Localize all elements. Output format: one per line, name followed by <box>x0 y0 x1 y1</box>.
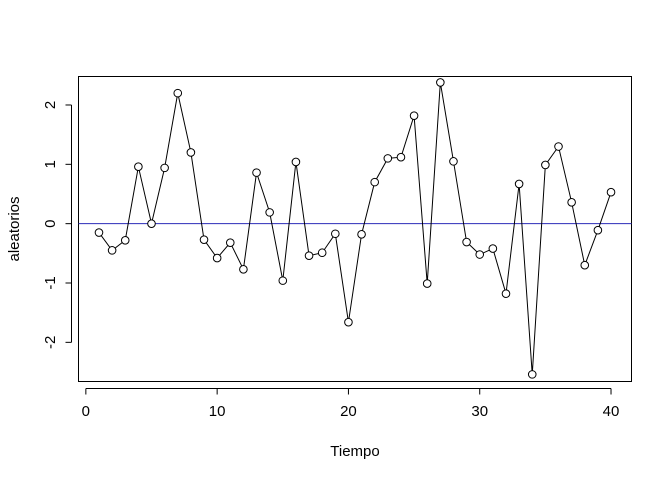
y-tick-label: -2 <box>42 336 59 349</box>
data-point <box>370 177 379 187</box>
y-axis: -2 -1 0 1 2 <box>42 101 72 349</box>
x-tick-label: 20 <box>340 403 357 420</box>
data-point <box>278 276 288 285</box>
series-points <box>94 78 616 379</box>
x-tick-label: 10 <box>209 403 226 420</box>
data-point <box>396 152 406 162</box>
data-point <box>265 208 274 217</box>
data-point <box>252 168 261 177</box>
data-point <box>501 289 511 298</box>
data-point <box>554 142 563 151</box>
data-point <box>94 228 104 237</box>
series-line <box>98 82 612 375</box>
x-axis: 0 10 20 30 40 <box>82 388 620 420</box>
y-axis-label: aleatorios <box>6 196 23 261</box>
data-point <box>304 251 314 261</box>
data-point <box>291 157 301 167</box>
x-tick-label: 0 <box>82 403 90 420</box>
data-point <box>107 246 117 255</box>
x-axis-label: Tiempo <box>330 443 379 460</box>
data-point <box>239 265 248 274</box>
data-point <box>462 237 471 247</box>
data-point <box>331 229 340 239</box>
data-point <box>409 111 419 120</box>
data-point <box>567 197 576 207</box>
data-point <box>199 235 209 244</box>
data-point <box>436 78 445 87</box>
y-tick-label: 2 <box>42 101 59 109</box>
data-point <box>173 88 183 98</box>
data-point <box>541 160 550 170</box>
y-tick-label: 0 <box>42 219 59 227</box>
data-point <box>606 187 616 197</box>
y-tick-label: -1 <box>42 276 59 289</box>
data-point <box>120 235 130 245</box>
data-point <box>593 225 603 235</box>
data-point <box>344 317 353 327</box>
data-point <box>186 148 196 157</box>
data-point <box>225 238 235 247</box>
x-tick-label: 40 <box>603 403 620 420</box>
data-point <box>383 154 393 163</box>
data-point <box>488 244 498 253</box>
plot-box <box>78 76 632 382</box>
data-point <box>449 157 458 166</box>
data-point <box>422 279 432 288</box>
data-point <box>147 219 156 228</box>
data-point <box>317 248 327 258</box>
x-tick-label: 30 <box>471 403 488 420</box>
data-point <box>514 179 524 189</box>
data-point <box>580 260 590 270</box>
data-point <box>160 163 169 173</box>
data-point <box>475 250 485 259</box>
y-tick-label: 1 <box>42 160 59 168</box>
data-point <box>527 370 537 379</box>
data-point <box>134 162 143 171</box>
data-point <box>212 253 222 263</box>
data-point <box>357 230 366 239</box>
